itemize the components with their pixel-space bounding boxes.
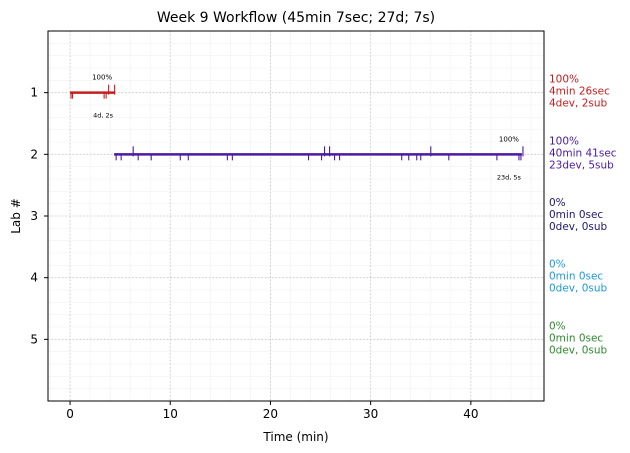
y-tick-label: 1 (30, 86, 38, 100)
y-axis-label: Lab # (9, 198, 23, 234)
lab-2-completion-label: 100% (499, 135, 519, 143)
lab-1-side-time: 4min 26sec (549, 86, 610, 98)
lab-2-side-percent: 100% (549, 135, 579, 147)
lab-4-side-counts: 0dev, 0sub (549, 283, 608, 295)
x-tick-label: 10 (163, 407, 178, 421)
lab-3-side-time: 0min 0sec (549, 209, 603, 221)
x-tick-label: 20 (263, 407, 278, 421)
lab-4-side-percent: 0% (549, 259, 566, 271)
series-marks: 100% 4d, 2s 100% 23d, 5s (70, 74, 524, 181)
y-tick-label: 3 (30, 209, 38, 223)
lab-1-completion-label: 100% (92, 74, 112, 82)
lab-3-side-percent: 0% (549, 197, 566, 209)
lab-1-side-counts: 4dev, 2sub (549, 98, 608, 110)
lab-4-side-time: 0min 0sec (549, 271, 603, 283)
lab-1-side-percent: 100% (549, 74, 579, 86)
grid (48, 31, 544, 401)
lab-2-side-counts: 23dev, 5sub (549, 159, 614, 171)
chart-title: Week 9 Workflow (45min 7sec; 27d; 7s) (157, 10, 435, 26)
x-tick-label: 40 (463, 407, 478, 421)
x-tick-label: 0 (66, 407, 74, 421)
lab-5-side-percent: 0% (549, 320, 566, 332)
lab-2-counts-label: 23d, 5s (497, 173, 522, 181)
y-tick-label: 5 (30, 332, 38, 346)
y-tick-label: 2 (30, 147, 38, 161)
x-tick-label: 30 (363, 407, 378, 421)
y-tick-label: 4 (30, 271, 38, 285)
lab-1-counts-label: 4d, 2s (93, 112, 114, 120)
lab-5-side-counts: 0dev, 0sub (549, 344, 608, 356)
lab-5-side-time: 0min 0sec (549, 332, 603, 344)
lab-3-side-counts: 0dev, 0sub (549, 221, 608, 233)
axis-ticks: 0 10 20 30 40 1 2 3 4 5 (30, 86, 478, 421)
lab-2-side-time: 40min 41sec (549, 147, 617, 159)
x-axis-label: Time (min) (262, 430, 328, 444)
